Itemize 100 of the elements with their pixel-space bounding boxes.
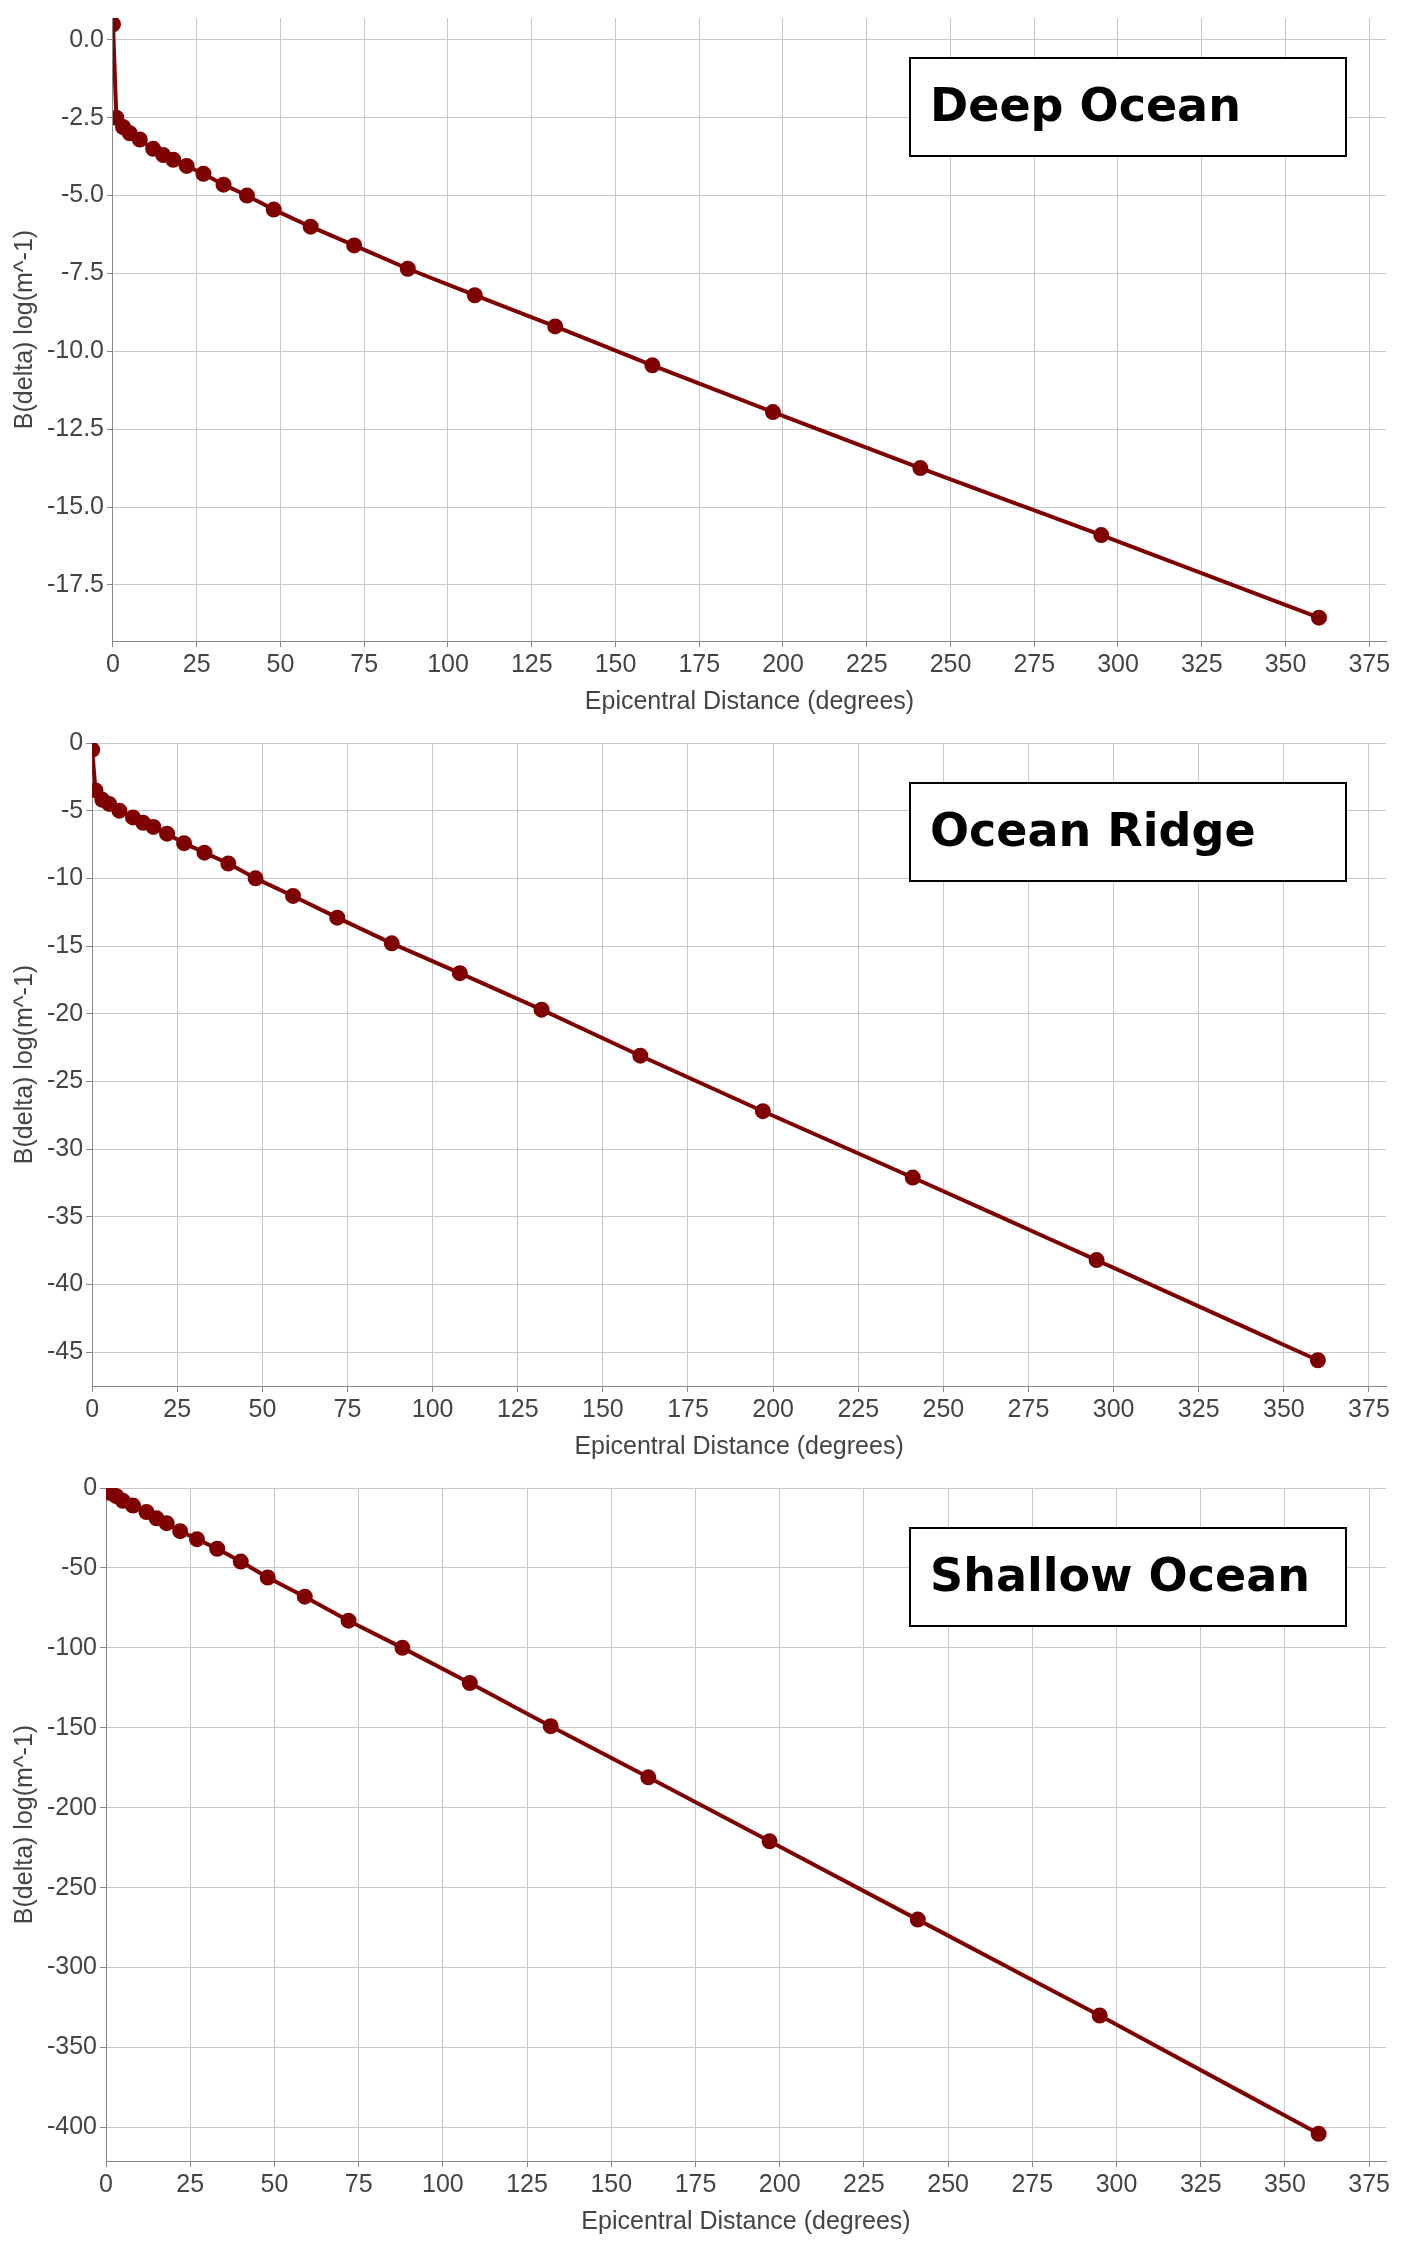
x-axis-title: Epicentral Distance (degrees) [581, 2205, 911, 2234]
y-tick-label: -15 [46, 929, 84, 958]
point [329, 909, 346, 926]
point [238, 187, 255, 204]
x-tick-label: 75 [350, 648, 379, 677]
x-tick-label: 275 [1013, 648, 1056, 677]
point [131, 131, 148, 148]
y-tick-label: -5 [60, 794, 84, 823]
y-tick-label: -12.5 [47, 413, 104, 442]
x-tick-label: 75 [333, 1393, 362, 1422]
point [265, 201, 282, 218]
x-axis-title: Epicentral Distance (degrees) [584, 685, 915, 714]
point [1093, 527, 1110, 544]
x-tick-label: 125 [496, 1393, 539, 1422]
x-tick-label: 375 [1348, 648, 1391, 677]
x-tick-label: 200 [758, 2168, 801, 2197]
x-tick-label: 200 [762, 648, 804, 677]
point [912, 460, 929, 477]
x-tick-label: 50 [266, 648, 295, 677]
point [461, 1675, 478, 1692]
x-tick-label: 175 [667, 1393, 709, 1422]
x-tick-label: 225 [837, 1393, 880, 1422]
x-tick-label: 250 [929, 648, 972, 677]
y-tick-label: -30 [46, 1133, 84, 1161]
x-tick-label: 25 [163, 1393, 192, 1422]
x-tick-label: 175 [674, 2168, 717, 2197]
x-tick-label: 150 [582, 1393, 624, 1422]
y-tick-label: -2.5 [60, 101, 104, 130]
x-tick-label: 275 [1011, 2168, 1054, 2197]
point [101, 795, 118, 812]
point [764, 404, 781, 421]
point [1088, 1252, 1105, 1269]
x-tick-label: 300 [1092, 1393, 1135, 1422]
y-tick-label: -10 [46, 862, 84, 891]
point [1311, 609, 1327, 626]
point [640, 1769, 657, 1786]
x-tick-label: 375 [1348, 1393, 1390, 1422]
y-tick-label: 0.0 [69, 23, 104, 52]
point [209, 1540, 226, 1557]
point [340, 1612, 357, 1629]
x-tick-label: 325 [1177, 1393, 1220, 1422]
point [383, 935, 400, 952]
y-tick-label: -7.5 [60, 257, 104, 286]
x-tick-label: 375 [1348, 2168, 1391, 2197]
x-tick-label: 175 [678, 648, 721, 677]
point [195, 165, 212, 182]
y-tick-label: -350 [46, 2031, 98, 2060]
point [159, 825, 176, 842]
point [644, 357, 661, 374]
y-tick-label: -20 [46, 997, 84, 1026]
point [632, 1047, 649, 1064]
x-tick-label: 350 [1264, 648, 1307, 677]
x-axis-title: Epicentral Distance (degrees) [574, 1430, 904, 1459]
y-tick-label: -45 [46, 1336, 84, 1365]
point [1309, 1352, 1326, 1369]
point [285, 887, 302, 904]
y-axis-title: B(delta) log(m^-1) [8, 1724, 37, 1925]
x-tick-label: 50 [260, 2168, 289, 2197]
x-tick-label: 25 [182, 648, 211, 677]
x-tick-label: 50 [248, 1393, 277, 1422]
x-tick-label: 350 [1262, 1393, 1305, 1422]
point [172, 1523, 189, 1540]
point [178, 157, 195, 174]
point [111, 802, 128, 819]
x-tick-label: 150 [590, 2168, 633, 2197]
point [761, 1833, 778, 1850]
point [215, 176, 232, 193]
x-tick-label: 350 [1264, 2168, 1306, 2197]
y-tick-label: -50 [60, 1551, 98, 1580]
x-tick-label: 275 [1007, 1393, 1050, 1422]
point [158, 1515, 175, 1532]
x-tick-label: 100 [427, 648, 469, 677]
y-tick-label: -15.0 [47, 490, 104, 519]
point [302, 218, 319, 235]
y-tick-label: -40 [46, 1268, 84, 1297]
y-tick-label: -25 [46, 1065, 84, 1094]
x-tick-label: 125 [510, 648, 553, 677]
x-tick-label: 150 [594, 648, 637, 677]
y-tick-label: -10.0 [47, 335, 104, 364]
annotation: Deep Ocean [930, 77, 1241, 132]
x-tick-label: 75 [344, 2168, 373, 2197]
y-tick-label: -250 [46, 1871, 98, 1900]
point [346, 237, 363, 254]
point [296, 1588, 313, 1605]
point [165, 151, 182, 168]
point [1310, 2125, 1327, 2142]
point [220, 855, 237, 872]
point [247, 870, 264, 887]
x-tick-label: 325 [1180, 648, 1223, 677]
y-axis-title: B(delta) log(m^-1) [8, 229, 37, 430]
point [138, 1503, 155, 1520]
x-tick-label: 250 [922, 1393, 965, 1422]
y-tick-label: 0 [69, 726, 84, 755]
x-tick-label: 225 [843, 2168, 885, 2197]
point [124, 1497, 141, 1514]
y-tick-label: -400 [46, 2111, 98, 2140]
point [394, 1639, 411, 1656]
point [466, 287, 483, 304]
y-tick-label: -35 [46, 1200, 84, 1229]
y-tick-label: -5.0 [60, 179, 104, 208]
